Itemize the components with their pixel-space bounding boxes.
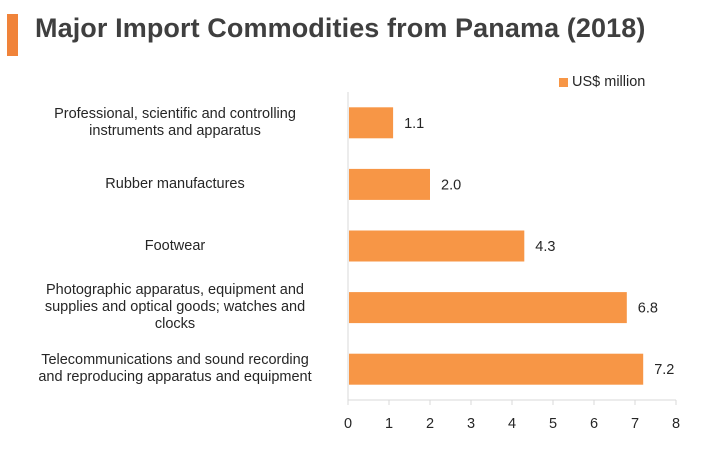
- title-accent-bar: [7, 14, 18, 56]
- category-label-line: supplies and optical goods; watches and: [44, 299, 306, 316]
- category-label-line: clocks: [154, 316, 196, 333]
- category-label-line: instruments and apparatus: [89, 122, 261, 139]
- x-tick-label: 8: [672, 416, 680, 432]
- category-label-line: Footwear: [144, 237, 206, 254]
- legend-label: US$ million: [572, 74, 646, 90]
- x-tick-label: 2: [426, 416, 434, 432]
- category-label: Footwear: [15, 238, 335, 255]
- category-label: Rubber manufactures: [15, 176, 335, 193]
- x-tick-label: 1: [385, 416, 393, 432]
- category-label-line: Telecommunications and sound recording: [41, 352, 309, 369]
- value-label: 4.3: [535, 239, 555, 255]
- category-label-line: Professional, scientific and controlling: [54, 105, 296, 122]
- category-label: Photographic apparatus, equipment and sup…: [15, 282, 335, 333]
- legend-swatch: [559, 77, 568, 87]
- x-tick-label: 7: [631, 416, 639, 432]
- legend: US$ million: [559, 74, 645, 90]
- x-tick-label: 3: [467, 416, 475, 432]
- category-label-line: and reproducing apparatus and equipment: [38, 369, 312, 386]
- category-label: Professional, scientific and controlling…: [15, 106, 335, 140]
- category-label-line: Photographic apparatus, equipment and: [46, 282, 304, 299]
- category-label-line: Rubber manufactures: [105, 175, 245, 192]
- x-tick-label: 6: [590, 416, 598, 432]
- x-tick-label: 4: [508, 416, 516, 432]
- bar: [349, 168, 430, 200]
- bar: [349, 230, 525, 262]
- chart-title: Major Import Commodities from Panama (20…: [35, 13, 646, 43]
- value-label: 2.0: [441, 177, 461, 193]
- value-label: 6.8: [638, 301, 658, 317]
- x-tick-label: 5: [549, 416, 557, 432]
- value-label: 7.2: [654, 362, 674, 378]
- bar: [349, 353, 644, 385]
- value-label: 1.1: [404, 116, 424, 132]
- bar: [349, 292, 627, 324]
- category-label: Telecommunications and sound recording an…: [15, 352, 335, 386]
- x-tick-label: 0: [344, 416, 352, 432]
- bar: [349, 107, 394, 139]
